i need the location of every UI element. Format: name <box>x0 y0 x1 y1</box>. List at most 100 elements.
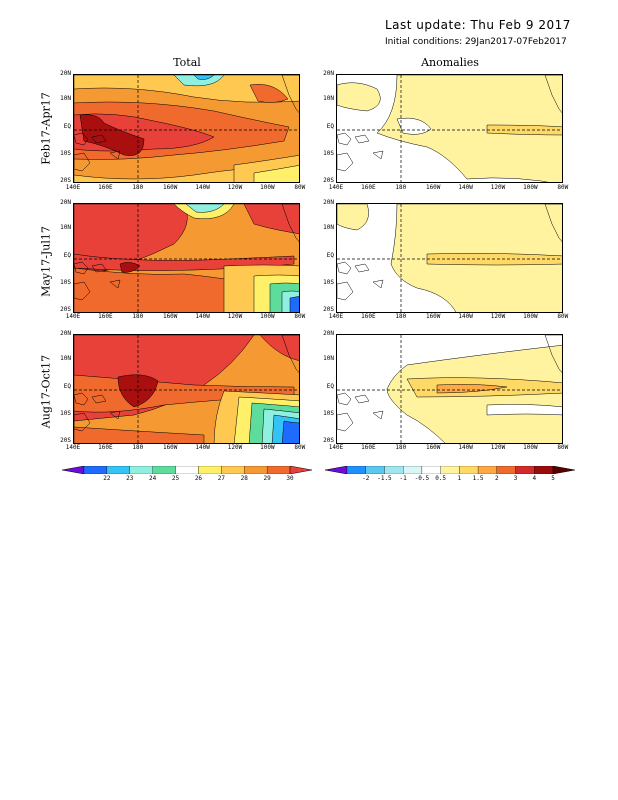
colorbar-segment <box>403 466 423 474</box>
colorbar-segment <box>198 466 222 474</box>
colorbar-segment <box>346 466 366 474</box>
colorbar-label: 24 <box>149 475 157 482</box>
land-outline <box>91 263 107 273</box>
colorbar-label: 26 <box>194 475 203 482</box>
land-outline <box>74 132 89 146</box>
y-tick-label: 20N <box>323 330 334 337</box>
x-tick-label: 180 <box>132 184 144 191</box>
x-tick-label: 100W <box>523 444 538 451</box>
colorbar-segment <box>175 466 199 474</box>
land-outline <box>337 392 352 406</box>
x-tick-label: 140E <box>328 313 344 320</box>
x-tick-label: 160E <box>98 444 113 451</box>
x-tick-label: 140W <box>458 184 473 191</box>
land-outline <box>337 152 354 172</box>
land-outline <box>354 134 370 144</box>
colorbar-min-triangle <box>62 466 85 474</box>
colorbar-segment <box>477 466 497 474</box>
x-tick-label: 180 <box>132 313 144 320</box>
x-tick-label: 140W <box>195 313 210 320</box>
y-tick-label: 10N <box>323 95 334 102</box>
land-outline <box>337 261 352 275</box>
row-label-may-jul: May17-Jul17 <box>39 226 53 297</box>
x-tick-label: 160E <box>361 313 376 320</box>
land-outline <box>372 410 384 420</box>
colorbar-label: 27 <box>217 475 225 482</box>
land-outline <box>109 150 121 160</box>
colorbar-min-triangle <box>325 466 348 474</box>
x-tick-label: 140W <box>458 444 473 451</box>
land-outline <box>91 394 107 404</box>
colorbar-label: 29 <box>263 475 271 482</box>
x-tick-label: 180 <box>395 444 407 451</box>
anom-05-region <box>376 75 562 182</box>
x-tick-label: 100W <box>523 313 538 320</box>
y-tick-label: 20S <box>60 306 71 313</box>
y-tick-label: 10S <box>60 410 71 417</box>
y-tick-label: 10N <box>323 224 334 231</box>
colorbar-label: 25 <box>171 475 180 482</box>
y-tick-label: 10N <box>60 224 71 231</box>
x-tick-label: 80W <box>294 184 306 191</box>
sst-29-north <box>249 84 289 103</box>
x-tick-label: 80W <box>557 444 569 451</box>
x-tick-label: 160W <box>425 444 441 451</box>
land-outline <box>281 75 299 113</box>
sst-30-ne <box>259 335 299 361</box>
colorbar-segment <box>365 466 385 474</box>
colorbar-segment <box>440 466 460 474</box>
x-tick-label: 180 <box>395 184 407 191</box>
x-tick-label: 180 <box>395 313 407 320</box>
colorbar-label: -1.5 <box>377 475 392 482</box>
land-outline <box>544 204 562 242</box>
y-tick-label: EQ <box>326 123 334 130</box>
land-outline <box>281 204 299 242</box>
y-tick-label: 20S <box>323 177 334 184</box>
map-total-may-jul <box>73 203 300 313</box>
land-outline <box>354 394 370 404</box>
colorbar-label: 2 <box>495 475 499 482</box>
y-tick-label: 10S <box>60 279 71 286</box>
colorbar-segment <box>421 466 441 474</box>
land-outline <box>74 261 89 275</box>
colorbar-segment <box>266 466 291 474</box>
land-outline <box>74 281 91 301</box>
x-tick-label: 160W <box>162 444 178 451</box>
anom-neutral-south <box>486 404 562 416</box>
colorbar-label: 4 <box>532 475 537 482</box>
y-tick-label: 10N <box>60 95 71 102</box>
y-tick-label: 20N <box>323 70 334 77</box>
colorbar-label: 22 <box>103 475 111 482</box>
y-tick-label: 20S <box>60 177 71 184</box>
x-tick-label: 120W <box>490 444 506 451</box>
sst-24-region <box>173 75 225 87</box>
x-tick-label: 160W <box>162 313 178 320</box>
y-tick-label: EQ <box>63 252 71 259</box>
land-outline <box>372 150 384 160</box>
sst-26-south <box>253 165 299 182</box>
colorbar-segment <box>534 466 554 474</box>
x-tick-label: 160E <box>98 313 113 320</box>
x-tick-label: 100W <box>260 444 275 451</box>
column-title-total: Total <box>173 56 201 69</box>
x-tick-label: 180 <box>132 444 144 451</box>
y-tick-label: EQ <box>63 383 71 390</box>
land-outline <box>544 75 562 113</box>
x-tick-label: 160W <box>425 313 441 320</box>
x-tick-label: 160E <box>98 184 113 191</box>
colorbar-segment <box>244 466 268 474</box>
x-tick-label: 100W <box>260 184 275 191</box>
map-anomalies-aug-oct <box>336 334 563 444</box>
colorbar-total <box>62 466 312 474</box>
land-outline <box>544 335 562 373</box>
x-tick-label: 120W <box>227 444 243 451</box>
x-tick-label: 140E <box>65 313 81 320</box>
y-tick-label: 10N <box>323 355 334 362</box>
x-tick-label: 160E <box>361 184 376 191</box>
sst-29-south <box>74 426 205 443</box>
land-outline <box>74 152 91 172</box>
column-title-anomalies: Anomalies <box>421 56 479 69</box>
land-outline <box>354 263 370 273</box>
y-tick-label: 10N <box>60 355 71 362</box>
map-total-aug-oct <box>73 334 300 444</box>
